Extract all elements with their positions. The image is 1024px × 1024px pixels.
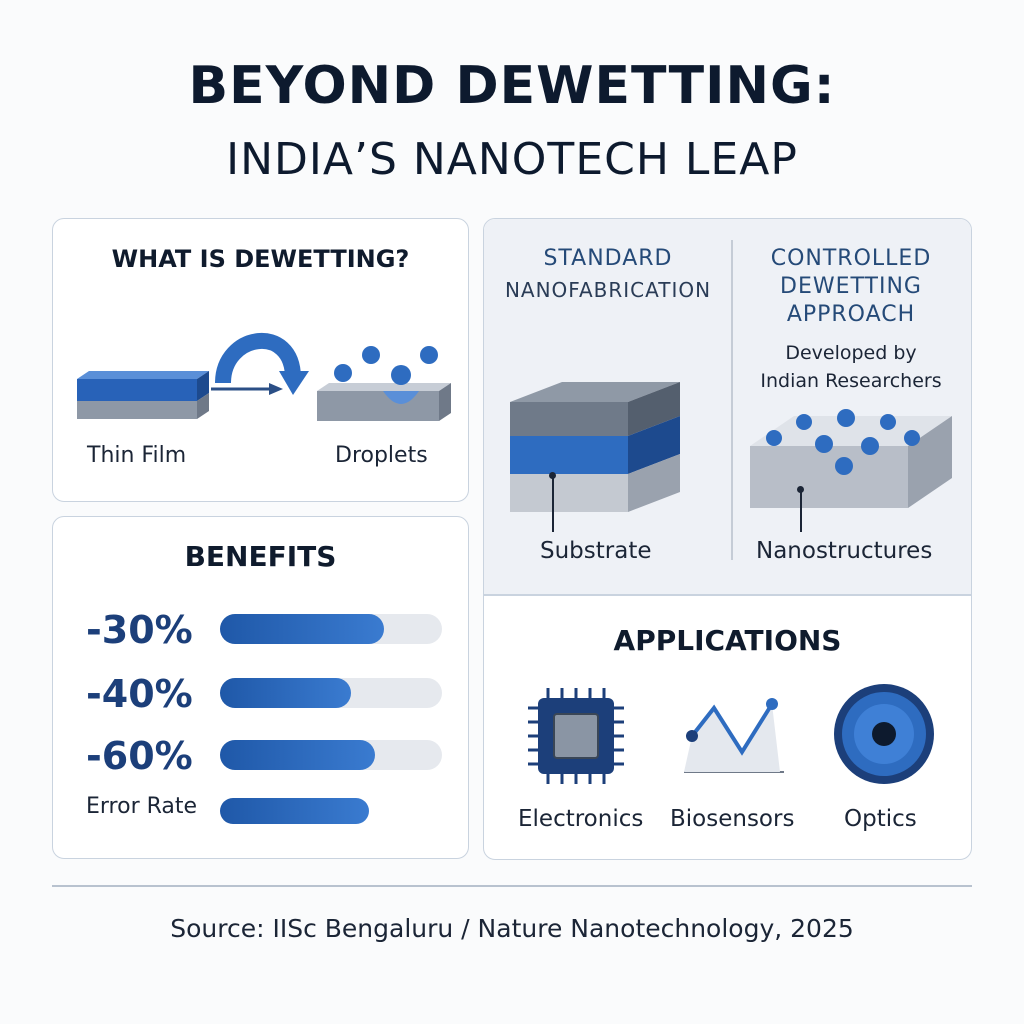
benefit-value: -40%	[86, 672, 193, 716]
curved-arrow-icon	[215, 333, 309, 395]
comparison-vertical-divider	[731, 240, 733, 560]
benefit-bar-fill	[220, 678, 351, 708]
error-rate-bar-fill	[220, 798, 369, 824]
nanostructure-surface	[750, 409, 952, 508]
chip-icon	[528, 688, 624, 784]
source-citation: Source: IISc Bengaluru / Nature Nanotech…	[170, 914, 854, 943]
benefit-bar-fill	[220, 740, 375, 770]
developed-by-line1: Developed by	[785, 342, 917, 364]
applications-heading: APPLICATIONS	[613, 624, 842, 657]
title-line-2: INDIA’S NANOTECH LEAP	[226, 134, 798, 185]
substrate-label: Substrate	[540, 538, 652, 564]
benefit-value: -60%	[86, 734, 193, 778]
nanostructure-dot	[797, 486, 804, 493]
error-rate-label: Error Rate	[86, 794, 198, 819]
benefits-heading: BENEFITS	[184, 540, 337, 573]
title-line-1: BEYOND DEWETTING:	[188, 56, 836, 116]
developed-by-line2: Indian Researchers	[760, 370, 942, 392]
comparison-divider	[484, 594, 971, 596]
controlled-title-line3: APPROACH	[786, 302, 916, 327]
dewetting-heading: WHAT IS DEWETTING?	[111, 245, 410, 273]
droplets-illustration	[317, 346, 451, 421]
thin-film-label: Thin Film	[87, 443, 187, 468]
controlled-title-line1: CONTROLLED	[770, 246, 932, 271]
benefit-bar-track	[220, 614, 442, 644]
footer-divider	[52, 885, 972, 887]
nanostructures-label: Nanostructures	[756, 538, 933, 564]
application-label-biosensors: Biosensors	[670, 806, 795, 832]
benefit-bar-track	[220, 740, 442, 770]
standard-layer-stack	[510, 382, 680, 512]
droplets-label: Droplets	[335, 443, 428, 468]
right-arrow-icon	[211, 383, 283, 395]
benefit-value: -30%	[86, 608, 193, 652]
thin-film-illustration	[77, 371, 209, 419]
benefit-bar-track	[220, 678, 442, 708]
benefit-bar-fill	[220, 614, 384, 644]
application-label-optics: Optics	[844, 806, 917, 832]
substrate-dot	[549, 472, 556, 479]
line-graph-icon	[684, 698, 784, 773]
standard-title-line1: STANDARD	[543, 246, 673, 271]
application-label-electronics: Electronics	[518, 806, 644, 832]
substrate-pointer	[552, 476, 554, 532]
optics-lens-icon	[834, 684, 934, 784]
standard-title-line2: NANOFABRICATION	[504, 278, 712, 302]
nanostructure-pointer	[800, 490, 802, 532]
error-rate-bar	[220, 798, 370, 824]
dewetting-panel: WHAT IS DEWETTING? Thin Film Droplets	[52, 218, 469, 502]
controlled-title-line2: DEWETTING	[780, 274, 922, 299]
